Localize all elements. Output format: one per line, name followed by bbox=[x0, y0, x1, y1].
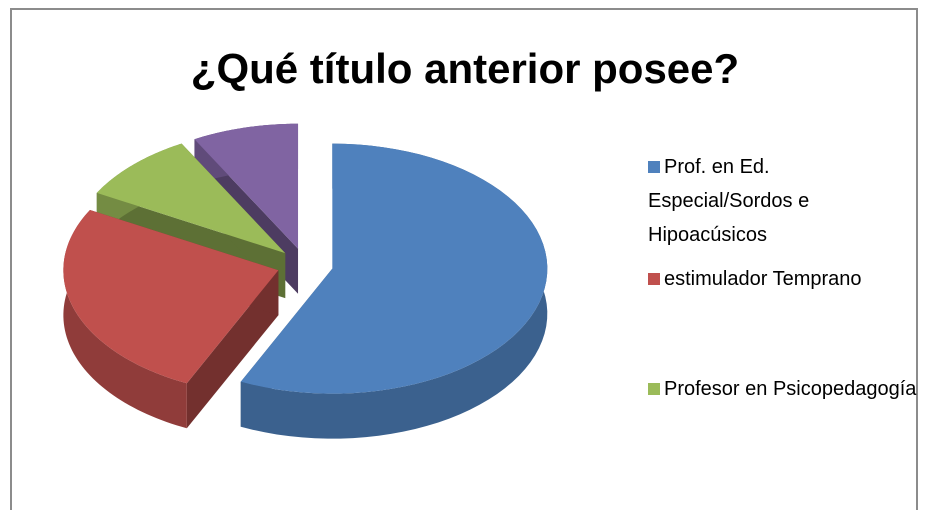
slice bbox=[63, 209, 279, 384]
chart-title: ¿Qué título anterior posee? bbox=[190, 45, 740, 92]
legend-item: Prof. en Ed. Especial/Sordos e Hipoacúsi… bbox=[648, 150, 918, 252]
slice bbox=[240, 143, 548, 394]
legend-item: Profesor en Psicopedagogía bbox=[648, 372, 918, 406]
legend-label: Prof. en Ed. Especial/Sordos e Hipoacúsi… bbox=[648, 156, 810, 246]
slice bbox=[194, 123, 299, 249]
slice bbox=[96, 143, 286, 254]
legend-item: estimulador Temprano bbox=[648, 262, 918, 296]
legend-swatch bbox=[648, 273, 660, 285]
slice-side bbox=[63, 209, 187, 429]
legend-label: estimulador Temprano bbox=[664, 268, 862, 290]
chart-frame bbox=[10, 8, 918, 510]
legend-swatch bbox=[648, 161, 660, 173]
legend-swatch bbox=[648, 383, 660, 395]
legend-label: Profesor en Psicopedagogía bbox=[664, 378, 917, 400]
slice-side bbox=[186, 270, 279, 429]
